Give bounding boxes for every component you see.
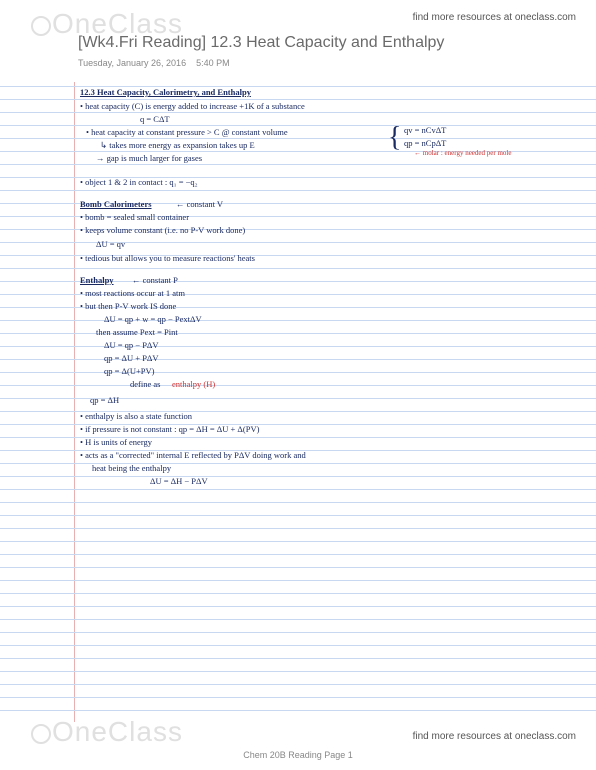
note-line: • if pressure is not constant : qp = ΔH … (80, 425, 259, 434)
ruled-line (0, 567, 596, 568)
note-line: then assume Pext = Pint (96, 328, 178, 337)
ruled-line (0, 684, 596, 685)
margin-line (74, 82, 75, 722)
ruled-line (0, 710, 596, 711)
logo-icon (30, 723, 52, 745)
footer-page-number: Chem 20B Reading Page 1 (243, 750, 353, 760)
ruled-line (0, 658, 596, 659)
note-line: ↳ takes more energy as expansion takes u… (100, 141, 255, 150)
note-red: enthalpy (H) (172, 380, 215, 389)
note-eq: ΔU = ΔH − PΔV (150, 477, 208, 486)
ruled-line (0, 385, 596, 386)
ruled-line (0, 333, 596, 334)
note-line: • keeps volume constant (i.e. no P-V wor… (80, 226, 245, 235)
note-eq: qp = ΔU + PΔV (104, 354, 159, 363)
ruled-line (0, 268, 596, 269)
ruled-line (0, 99, 596, 100)
note-line: → gap is much larger for gases (96, 154, 202, 163)
note-line: define as (130, 380, 160, 389)
subheading-enthalpy: Enthalpy (80, 276, 114, 285)
arrow-annot: ← constant V (176, 200, 223, 209)
ruled-line (0, 528, 596, 529)
ruled-line (0, 515, 596, 516)
ruled-line (0, 359, 596, 360)
note-line: • object 1 & 2 in contact : q₁ = −q₂ (80, 178, 198, 187)
note-eq: q = CΔT (140, 115, 170, 124)
date-time: Tuesday, January 26, 2016 5:40 PM (78, 58, 230, 68)
ruled-line (0, 580, 596, 581)
note-line: • most reactions occur at 1 atm (80, 289, 185, 298)
note-line: heat being the enthalpy (92, 464, 171, 473)
logo-icon (30, 15, 52, 37)
brace-icon: { (388, 122, 401, 154)
side-eq: qv = nCvΔT (404, 126, 446, 135)
note-eq: qp = Δ(U+PV) (104, 367, 154, 376)
ruled-line (0, 112, 596, 113)
ruled-line (0, 164, 596, 165)
top-resources-link[interactable]: find more resources at oneclass.com (413, 12, 576, 23)
note-line: • bomb = sealed small container (80, 213, 189, 222)
note-line: • enthalpy is also a state function (80, 412, 192, 421)
ruled-line (0, 372, 596, 373)
ruled-line (0, 476, 596, 477)
note-eq: ΔU = qp + w = qp − PextΔV (104, 315, 202, 324)
note-line: • but then P-V work IS done (80, 302, 176, 311)
ruled-line (0, 463, 596, 464)
note-line: • H is units of energy (80, 438, 152, 447)
bottom-resources-link[interactable]: find more resources at oneclass.com (413, 731, 576, 742)
arrow-annot: ← constant P (132, 276, 178, 285)
side-annot: ← molar : energy needed per mole (414, 150, 511, 157)
page-title: [Wk4.Fri Reading] 12.3 Heat Capacity and… (78, 34, 444, 52)
ruled-line (0, 138, 596, 139)
date-day: Tuesday, January 26, 2016 (78, 58, 186, 68)
ruled-line (0, 242, 596, 243)
ruled-line (0, 645, 596, 646)
ruled-line (0, 541, 596, 542)
ruled-line (0, 346, 596, 347)
ruled-line (0, 606, 596, 607)
ruled-line (0, 619, 596, 620)
note-line: • heat capacity (C) is energy added to i… (80, 102, 305, 111)
ruled-line (0, 671, 596, 672)
note-line: • tedious but allows you to measure reac… (80, 254, 255, 263)
ruled-line (0, 125, 596, 126)
note-eq: ΔU = qv (96, 240, 125, 249)
note-eq: qp = ΔH (90, 396, 119, 405)
note-line: • acts as a "corrected" internal E refle… (80, 451, 306, 460)
ruled-line (0, 502, 596, 503)
subheading-bomb: Bomb Calorimeters (80, 200, 152, 209)
ruled-line (0, 697, 596, 698)
notebook-paper: 12.3 Heat Capacity, Calorimetry, and Ent… (0, 82, 596, 722)
ruled-line (0, 632, 596, 633)
note-eq: ΔU = qp − PΔV (104, 341, 159, 350)
ruled-line (0, 190, 596, 191)
ruled-line (0, 554, 596, 555)
ruled-line (0, 489, 596, 490)
ruled-line (0, 593, 596, 594)
section-heading: 12.3 Heat Capacity, Calorimetry, and Ent… (80, 88, 251, 97)
date-time-val: 5:40 PM (196, 58, 230, 68)
side-eq: qp = nCpΔT (404, 139, 446, 148)
note-line: • heat capacity at constant pressure > C… (86, 128, 288, 137)
ruled-line (0, 320, 596, 321)
